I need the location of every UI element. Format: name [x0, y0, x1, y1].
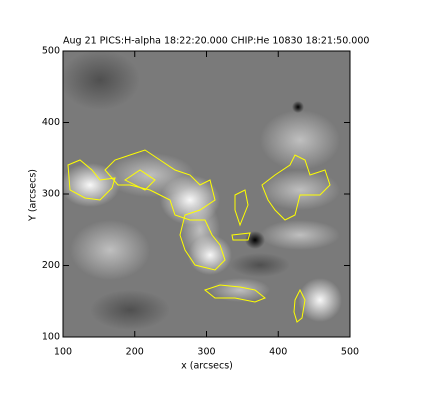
chart-title: Aug 21 PICS:H-alpha 18:22:20.000 CHIP:He… [63, 36, 369, 47]
y-tick-label: 500 [42, 46, 60, 57]
x-tick-label: 400 [269, 347, 287, 358]
x-axis-label: x (arcsecs) [181, 361, 233, 372]
x-tick-label: 500 [341, 347, 359, 358]
y-tick-label: 300 [42, 189, 60, 200]
x-tick-label: 200 [126, 347, 144, 358]
y-tick-label: 400 [42, 117, 60, 128]
x-tick-label: 300 [197, 347, 215, 358]
y-tick-label: 100 [42, 332, 60, 343]
x-tick-label: 100 [54, 347, 72, 358]
y-tick-label: 200 [42, 260, 60, 271]
solar-image [63, 51, 350, 337]
y-axis-label: Y (arcsecs) [28, 169, 39, 222]
